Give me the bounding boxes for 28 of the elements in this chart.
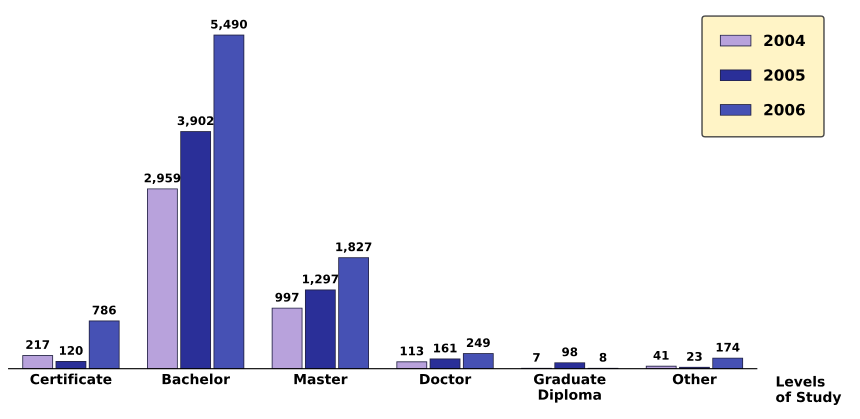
data-label: 161: [434, 344, 457, 352]
data-label: 113: [400, 346, 424, 356]
data-label: 997: [275, 292, 298, 302]
data-label: 23: [687, 352, 702, 361]
data-label: 249: [466, 338, 490, 348]
legend-label: 2004: [764, 34, 805, 46]
data-label: 1,827: [336, 242, 372, 253]
data-label: 41: [654, 351, 669, 360]
x-tick-label: Certificate: [30, 374, 112, 384]
x-axis-title: Levels of Study: [776, 376, 842, 406]
x-tick-label: Doctor: [420, 374, 472, 384]
data-label: 217: [26, 340, 50, 349]
legend-label: 2006: [764, 104, 805, 116]
legend-label: 2005: [764, 69, 805, 81]
data-label: 120: [60, 346, 83, 355]
data-label: 7: [533, 353, 540, 362]
x-tick-label: Graduate Diploma: [534, 374, 606, 403]
x-tick-label: Master: [294, 374, 348, 384]
data-label: 1,297: [303, 274, 338, 285]
x-tick-label: Bachelor: [162, 374, 230, 384]
x-tick-label: Other: [672, 374, 717, 384]
data-label: 5,490: [211, 20, 248, 30]
data-label: 98: [562, 347, 578, 356]
data-label: 174: [716, 342, 740, 352]
data-label: 3,902: [178, 116, 214, 127]
data-label: 786: [92, 306, 116, 314]
data-label: 2,959: [144, 174, 180, 184]
data-label: 8: [600, 352, 606, 362]
